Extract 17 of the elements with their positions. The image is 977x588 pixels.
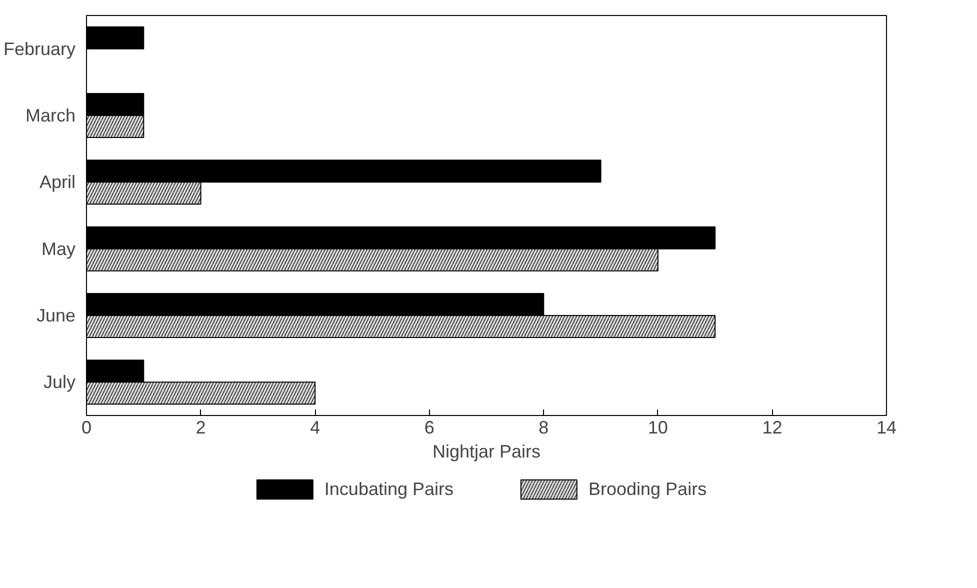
x-tick-label: 6 (424, 418, 434, 438)
x-tick-label: 10 (648, 418, 668, 438)
y-tick-label: March (25, 106, 76, 126)
x-tick-label: 14 (876, 418, 897, 438)
y-tick-label: June (36, 306, 76, 326)
y-tick-label: February (3, 38, 76, 59)
y-tick-label: April (39, 172, 76, 192)
x-axis-title: Nightjar Pairs (432, 442, 541, 462)
x-tick-label: 0 (81, 418, 92, 438)
x-tick-label: 2 (196, 418, 206, 438)
x-tick-label: 12 (762, 418, 782, 438)
legend-label: Brooding Pairs (588, 478, 707, 500)
legend-label: Incubating Pairs (324, 478, 454, 500)
y-tick-label: July (43, 372, 76, 392)
x-tick-label: 8 (538, 418, 549, 438)
x-tick-label: 4 (310, 418, 320, 438)
y-tick-label: May (41, 238, 76, 259)
